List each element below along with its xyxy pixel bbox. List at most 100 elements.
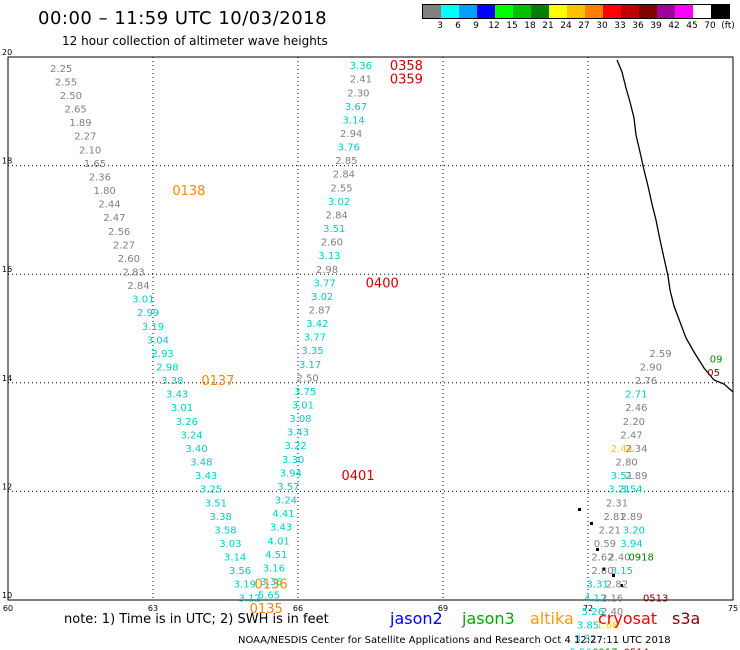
y-tick-label: 18 [2, 157, 12, 166]
color-scale-swatch [621, 5, 639, 18]
wave-height-label: 3.31 [587, 580, 609, 591]
wave-height-label: 2.65 [65, 105, 87, 116]
wave-height-label: 3.54 [620, 485, 642, 496]
color-scale-label: (ft) [721, 21, 735, 31]
wave-height-label: 5.65 [258, 591, 280, 602]
color-scale-label: 70 [704, 21, 716, 31]
island-marker [612, 574, 615, 577]
color-scale-swatch [585, 5, 603, 18]
pass-time-label: 0358 [390, 59, 423, 74]
wave-height-label: 3.13 [318, 251, 340, 262]
wave-height-label: 2.80 [591, 566, 613, 577]
wave-height-label: 3.77 [313, 278, 335, 289]
wave-height-label: 3.35 [301, 346, 323, 357]
wave-height-label: 3.36 [350, 61, 372, 72]
wave-height-label: 3.21 [608, 485, 630, 496]
wave-height-label: 2.27 [74, 132, 96, 143]
wave-height-label: 2.84 [333, 170, 355, 181]
credit-line: NOAA/NESDIS Center for Satellite Applica… [238, 635, 671, 646]
wave-height-label: 2.21 [599, 525, 621, 536]
footnote: note: 1) Time is in UTC; 2) SWH is in fe… [64, 612, 329, 627]
wave-height-label: 2.99 [137, 308, 159, 319]
wave-height-label: 2.62 [591, 553, 613, 564]
color-scale-label: 15 [506, 21, 518, 31]
y-tick-label: 20 [2, 48, 12, 57]
wave-height-label: 2.56 [108, 227, 130, 238]
wave-height-label: 3.51 [323, 224, 345, 235]
wave-height-label: 2.47 [103, 213, 125, 224]
wave-height-label: 3.01 [292, 401, 314, 412]
wave-height-label: 2.76 [635, 376, 657, 387]
color-scale-swatch [495, 5, 513, 18]
pass-time-label: 0401 [342, 469, 375, 484]
wave-height-label: 2.82 [606, 580, 628, 591]
wave-height-label: 2.44 [98, 200, 120, 211]
wave-height-label: 3.51 [611, 471, 633, 482]
wave-height-label: 2.80 [616, 458, 638, 469]
wave-height-label: 3.24 [181, 430, 203, 441]
wave-height-label: 2.55 [55, 77, 77, 88]
wave-height-label: 3.08 [289, 414, 311, 425]
color-scale-label: 12 [488, 21, 500, 31]
y-tick-label: 12 [2, 482, 12, 491]
color-scale-label: 36 [632, 21, 644, 31]
color-scale-boxes [422, 4, 730, 19]
wave-height-label: 1.68 [596, 620, 618, 631]
wave-height-label: 3.26 [176, 417, 198, 428]
x-tick-label: 72 [583, 604, 593, 613]
wave-height-label: 5.26 [582, 607, 604, 618]
color-scale-swatch [441, 5, 459, 18]
wave-height-label: 2.89 [620, 512, 642, 523]
wave-height-label: 2.84 [127, 281, 149, 292]
y-tick-label: 16 [2, 265, 12, 274]
wave-height-label: 2.71 [625, 390, 647, 401]
wave-height-label: 2.81 [603, 512, 625, 523]
pass-time-label: 0359 [390, 73, 423, 88]
wave-height-label: 2.10 [79, 145, 101, 156]
wave-height-label: 3.19 [142, 322, 164, 333]
color-scale-swatch [459, 5, 477, 18]
wave-height-label: 3.40 [185, 444, 207, 455]
wave-height-label: 4.12 [584, 593, 606, 604]
wave-height-label: 2.98 [316, 265, 338, 276]
color-scale-swatch [477, 5, 495, 18]
wave-height-label: 3.01 [171, 403, 193, 414]
wave-height-label: 2.47 [620, 430, 642, 441]
x-tick-label: 60 [3, 604, 13, 613]
wave-height-label: 2.59 [649, 349, 671, 360]
wave-height-label: 2.83 [123, 267, 145, 278]
island-marker [590, 522, 593, 525]
wave-height-label: 2.44 [611, 444, 633, 455]
wave-height-label: 09 [710, 354, 723, 365]
color-scale-swatch [549, 5, 567, 18]
wave-height-label: 2.36 [89, 172, 111, 183]
wave-height-label: 05 [707, 368, 720, 379]
wave-height-label: 3.12 [239, 593, 261, 604]
legend-s3a: s3a [672, 609, 701, 628]
wave-height-label: 3.36 [260, 577, 282, 588]
wave-height-label: 3.67 [345, 102, 367, 113]
pass-time-label: 0400 [366, 276, 399, 291]
y-tick-label: 10 [2, 591, 12, 600]
pass-time-label: 0138 [172, 184, 205, 199]
color-scale-swatch [675, 5, 693, 18]
color-scale-label: 30 [596, 21, 608, 31]
wave-height-label: 3.43 [166, 390, 188, 401]
legend-altika: altika [530, 609, 574, 628]
wave-height-label: 2.55 [330, 183, 352, 194]
coastline [616, 59, 734, 393]
color-scale-label: 18 [524, 21, 536, 31]
wave-height-label: 2.90 [640, 363, 662, 374]
wave-height-label: 3.19 [234, 580, 256, 591]
pass-time-label: 0137 [201, 374, 234, 389]
color-scale-label: 21 [542, 21, 554, 31]
wave-height-label: 3.02 [311, 292, 333, 303]
wave-height-label: 0918 [628, 553, 653, 564]
color-scale-labels: 3 6 9 12 15 18 21 24 27 30 33 36 39 42 45 70 (ft) [422, 19, 735, 33]
wave-height-label: 2.60 [118, 254, 140, 265]
color-scale-swatch [531, 5, 549, 18]
wave-height-label: 3.43 [270, 523, 292, 534]
x-tick-label: 75 [728, 604, 738, 613]
wave-height-label: 2.89 [625, 471, 647, 482]
